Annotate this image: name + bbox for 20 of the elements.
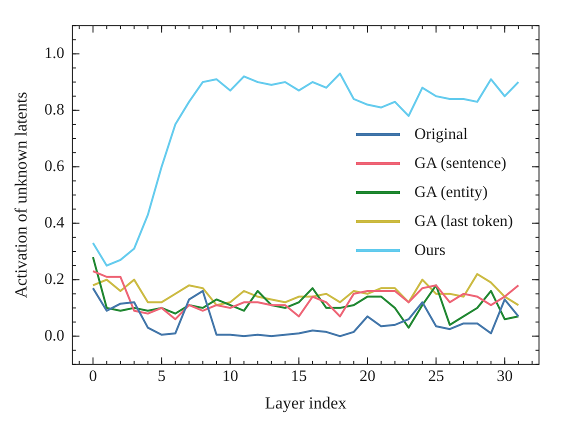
x-tick-label: 0: [88, 368, 97, 386]
legend-label: GA (last token): [414, 212, 513, 232]
x-tick-label: 30: [496, 368, 513, 386]
x-tick-label: 10: [222, 368, 238, 386]
y-tick-label: 0.2: [44, 270, 64, 288]
x-tick-label: 20: [359, 368, 376, 386]
y-tick-label: 0.0: [44, 327, 64, 344]
legend-label: GA (sentence): [414, 154, 506, 174]
y-axis-title: Activation of unknown latents: [12, 92, 31, 298]
y-tick-label: 0.4: [44, 214, 64, 232]
x-axis-title: Layer index: [264, 393, 348, 412]
y-tick-label: 0.8: [44, 102, 64, 119]
x-tick-label: 5: [158, 368, 166, 386]
x-tick-label: 25: [428, 368, 444, 386]
legend-label: Ours: [414, 241, 446, 261]
legend-label: GA (entity): [414, 183, 488, 203]
y-tick-label: 1.0: [44, 45, 64, 62]
legend-label: Original: [414, 125, 468, 145]
x-tick-label: 15: [290, 368, 307, 386]
y-tick-label: 0.6: [44, 158, 64, 175]
